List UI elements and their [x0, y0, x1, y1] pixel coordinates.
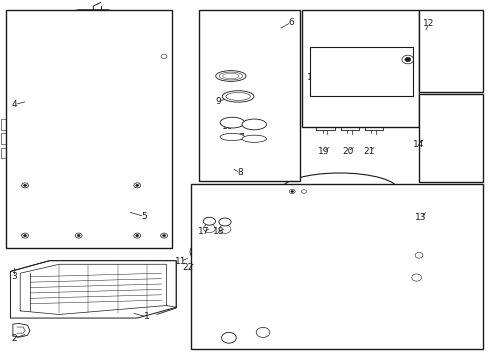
Ellipse shape — [203, 217, 215, 225]
Ellipse shape — [222, 73, 239, 78]
Circle shape — [162, 234, 165, 237]
Bar — [418, 10, 483, 92]
Circle shape — [136, 184, 139, 186]
Text: 8: 8 — [237, 168, 243, 177]
Circle shape — [77, 234, 80, 237]
Text: 1: 1 — [144, 312, 149, 321]
Circle shape — [290, 190, 293, 193]
Text: 2: 2 — [12, 334, 17, 343]
Ellipse shape — [242, 135, 266, 142]
Ellipse shape — [220, 117, 244, 128]
Text: 5: 5 — [142, 212, 147, 221]
Circle shape — [23, 234, 26, 237]
Text: 12: 12 — [422, 19, 434, 28]
Bar — [418, 94, 483, 182]
Text: 20: 20 — [342, 147, 353, 156]
Text: 14: 14 — [412, 140, 424, 149]
Ellipse shape — [220, 134, 244, 140]
Text: 19: 19 — [317, 147, 328, 156]
Text: 18: 18 — [213, 228, 224, 237]
Circle shape — [23, 184, 26, 186]
Text: 13: 13 — [414, 213, 426, 222]
Bar — [302, 10, 418, 127]
Bar — [190, 184, 483, 348]
Text: 16: 16 — [345, 55, 356, 64]
Circle shape — [136, 234, 139, 237]
Ellipse shape — [242, 119, 266, 130]
Ellipse shape — [225, 93, 250, 100]
Text: 15: 15 — [306, 73, 318, 82]
Text: 6: 6 — [288, 18, 294, 27]
Ellipse shape — [215, 71, 245, 81]
Ellipse shape — [222, 91, 253, 102]
Circle shape — [404, 57, 410, 62]
Bar — [310, 47, 412, 96]
Text: 17: 17 — [197, 228, 209, 237]
Ellipse shape — [219, 72, 242, 80]
Text: 7: 7 — [237, 133, 243, 142]
Ellipse shape — [219, 218, 231, 226]
Text: 4: 4 — [12, 100, 17, 109]
Text: 11: 11 — [175, 257, 186, 266]
Text: 21: 21 — [363, 147, 374, 156]
Text: 22: 22 — [182, 264, 193, 273]
Text: 10: 10 — [222, 122, 233, 131]
Bar — [198, 10, 300, 181]
Text: 9: 9 — [215, 96, 221, 105]
Text: 3: 3 — [11, 272, 17, 281]
Bar — [5, 10, 172, 248]
